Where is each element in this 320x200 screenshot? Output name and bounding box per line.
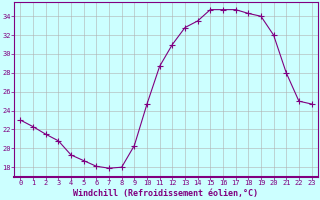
- X-axis label: Windchill (Refroidissement éolien,°C): Windchill (Refroidissement éolien,°C): [74, 189, 259, 198]
